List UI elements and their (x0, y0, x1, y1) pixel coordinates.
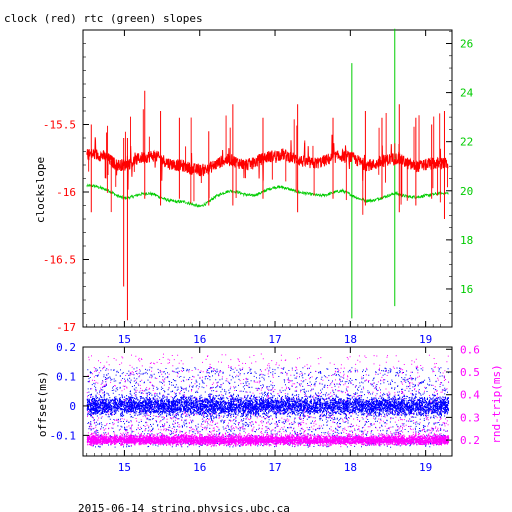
bottom-y-tick-label: 0 (69, 400, 76, 413)
bottom-ticks (83, 346, 452, 456)
top-y2-tick-label: 24 (460, 87, 474, 100)
top-y-tick-labels: -15.5 -16 -16.5 -17 (43, 119, 76, 335)
bottom-y2-tick-label: 0.4 (460, 389, 480, 402)
bottom-x-tick-label: 18 (344, 461, 357, 474)
bottom-x-tick-label: 19 (419, 461, 432, 474)
bottom-series (86, 353, 450, 448)
bottom-y2-tick-label: 0.6 (460, 343, 480, 356)
bottom-x-tick-labels: 15 16 17 18 19 (118, 461, 432, 474)
top-y-tick-label: -17 (56, 321, 76, 334)
top-ticks (83, 30, 452, 328)
top-x-tick-label: 17 (268, 333, 281, 346)
rndtrip-points (86, 432, 450, 448)
bottom-y-axis-label: offset(ms) (36, 371, 49, 437)
top-y2-tick-label: 18 (460, 234, 473, 247)
series-rtc-line (86, 183, 449, 208)
top-y-tick-label: -15.5 (43, 119, 76, 132)
top-y2-tick-label: 20 (460, 185, 473, 198)
top-y-axis-label: clockslope (34, 157, 47, 223)
top-x-tick-label: 19 (419, 333, 432, 346)
top-y2-tick-label: 26 (460, 38, 473, 51)
footer-text: 2015-06-14 string.physics.ubc.ca (78, 502, 290, 512)
bottom-y-tick-label: 0.1 (56, 370, 76, 383)
chart-title: clock (red) rtc (green) slopes (4, 12, 203, 25)
top-y2-tick-labels: 26 24 22 20 18 16 (460, 38, 474, 296)
bottom-y2-tick-labels: 0.6 0.5 0.4 0.3 0.2 (460, 343, 480, 447)
bottom-x-tick-label: 16 (193, 461, 206, 474)
top-x-tick-label: 18 (344, 333, 357, 346)
top-x-tick-label: 15 (118, 333, 131, 346)
top-y-tick-label: -16 (56, 186, 76, 199)
top-panel: clock (red) rtc (green) slopes -15.5-16-… (4, 12, 474, 334)
bottom-panel: 0.2 0.1 0 -0.1 0.6 0.5 0.4 0.3 0.2 offset(ms) r… (36, 341, 503, 457)
bottom-y2-tick-label: 0.2 (460, 434, 480, 447)
bottom-y2-tick-label: 0.3 (460, 411, 480, 424)
bottom-y2-tick-label: 0.5 (460, 366, 480, 379)
top-y2-tick-label: 16 (460, 283, 473, 296)
bottom-y2-axis-label: rnd-trip(ms) (490, 364, 503, 443)
series-clock-line (86, 134, 449, 190)
bottom-x-tick-label: 17 (268, 461, 281, 474)
top-y2-tick-label: 22 (460, 136, 473, 149)
bottom-x-tick-label: 15 (118, 461, 131, 474)
top-plot-frame (82, 29, 453, 328)
top-y-tick-label: -16.5 (43, 254, 76, 267)
bottom-y-tick-label: -0.1 (50, 429, 77, 442)
top-x-tick-label: 16 (193, 333, 206, 346)
bottom-y-tick-label: 0.2 (56, 341, 76, 354)
top-x-tick-labels: 15 16 17 18 19 (118, 333, 432, 346)
bottom-y-tick-labels: 0.2 0.1 0 -0.1 (50, 341, 77, 442)
top-series (86, 28, 449, 321)
